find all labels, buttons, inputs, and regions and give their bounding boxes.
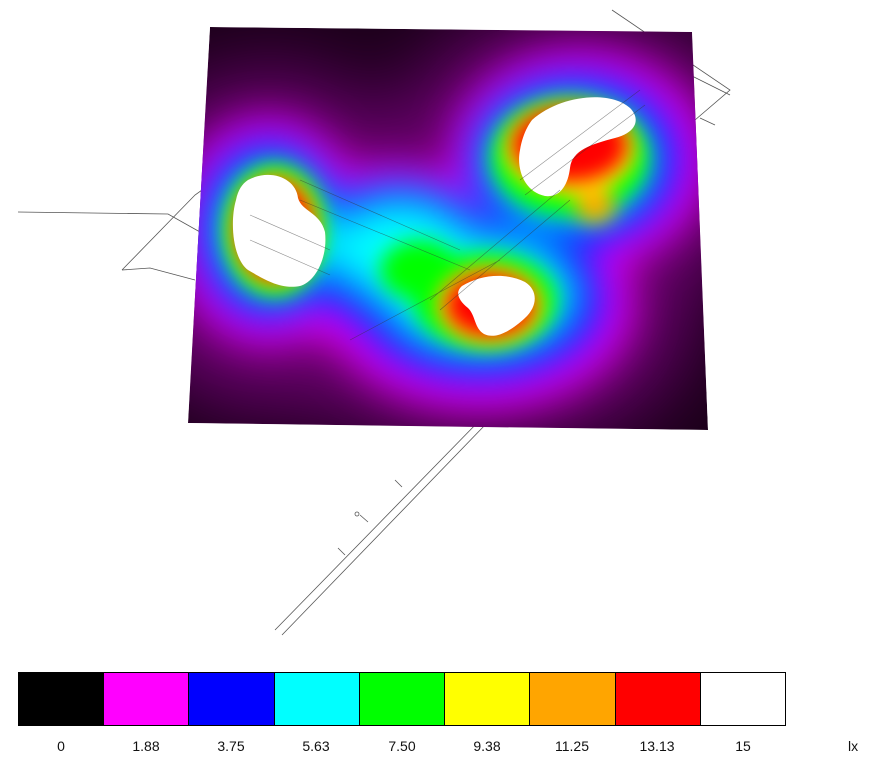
legend-swatch-8	[700, 673, 785, 725]
legend-label-5: 9.38	[473, 738, 501, 754]
legend-unit-label: lx	[848, 738, 859, 754]
legend-swatch-2	[189, 673, 275, 725]
legend-label-3: 5.63	[302, 738, 330, 754]
legend-swatch-3	[274, 673, 360, 725]
legend-swatch-4	[359, 673, 446, 725]
legend-label-0: 0	[57, 738, 65, 754]
legend-swatch-5	[445, 673, 531, 725]
legend-swatch-1	[104, 673, 190, 725]
legend-label-1: 1.88	[132, 738, 160, 754]
legend-label-8: 15	[735, 738, 751, 754]
legend-labels: 0 1.88 3.75 5.63 7.50 9.38 11.25 13.13 1…	[0, 738, 874, 756]
legend-label-7: 13.13	[639, 738, 675, 754]
legend-label-2: 3.75	[217, 738, 245, 754]
legend-color-bar	[18, 672, 786, 726]
legend-label-6: 11.25	[555, 738, 589, 754]
legend-swatch-0	[19, 673, 105, 725]
illuminance-heatmap	[17, 9, 731, 636]
legend-swatch-7	[615, 673, 701, 725]
heatmap-plot	[188, 27, 708, 430]
legend-label-4: 7.50	[388, 738, 416, 754]
legend-swatch-6	[530, 673, 616, 725]
